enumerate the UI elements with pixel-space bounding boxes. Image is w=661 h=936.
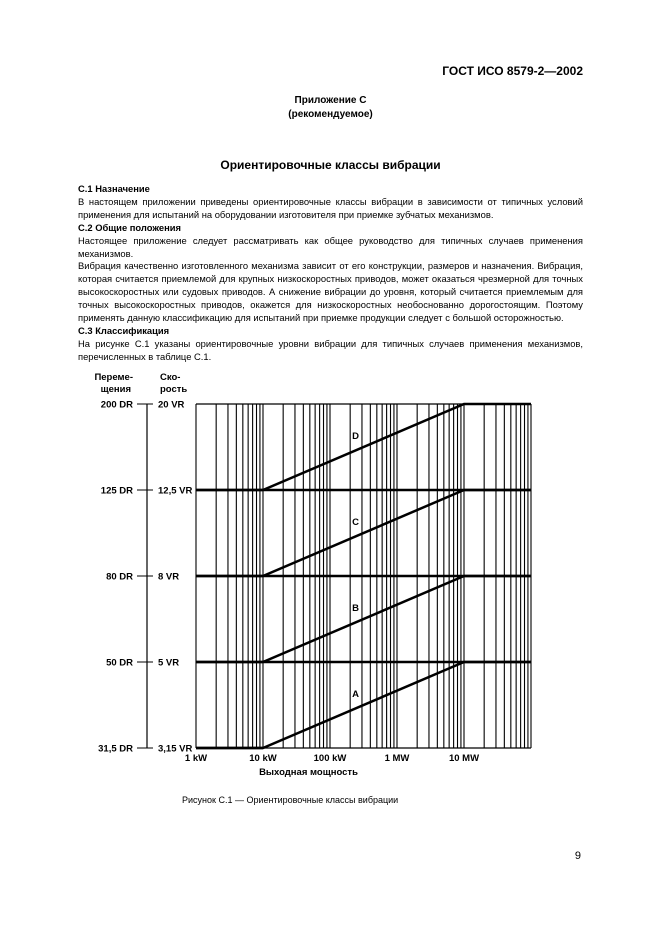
vibration-classes-chart: A B C D 200 DR 20 VR 125 DR 12,5 VR 80 DR 8 VR 50…	[94, 372, 532, 778]
x-tick-label: 10 kW	[249, 753, 276, 764]
section-heading: С.3 Классификация	[78, 324, 170, 336]
series-label-C: C	[352, 517, 359, 528]
paragraph: На рисунке С.1 указаны ориентировочные у…	[78, 337, 583, 362]
y-tick-label-velocity: 20 VR	[158, 400, 185, 411]
document-header: ГОСТ ИСО 8579-2—2002	[442, 64, 583, 78]
page-title: Ориентировочные классы вибрации	[220, 158, 441, 172]
figure-caption: Рисунок С.1 — Ориентировочные классы виб…	[182, 795, 399, 805]
paragraph: Вибрация качественно изготовленного меха…	[78, 260, 583, 324]
y-axis-title-velocity: рость	[160, 384, 187, 395]
y-tick-label-displacement: 50 DR	[106, 658, 133, 669]
section-heading: С.1 Назначение	[78, 183, 150, 194]
paragraph: В настоящем приложении приведены ориенти…	[78, 195, 583, 220]
series-label-A: A	[352, 689, 359, 700]
y-axis-title-displacement: Переме-	[94, 372, 133, 383]
series-line-C	[196, 488, 531, 578]
y-tick-label-velocity: 12,5 VR	[158, 486, 192, 497]
y-tick-label-velocity: 5 VR	[158, 658, 179, 669]
body-text: С.1 Назначение В настоящем приложении пр…	[78, 183, 583, 364]
y-tick-label-velocity: 3,15 VR	[158, 744, 192, 755]
series-line-D	[196, 402, 531, 492]
x-tick-label: 100 kW	[314, 753, 347, 764]
series-line-B	[196, 574, 531, 664]
x-tick-label: 1 MW	[385, 753, 410, 764]
series-line-A	[196, 660, 531, 750]
series-label-D: D	[352, 431, 359, 442]
annex-label: Приложение С (рекомендуемое)	[0, 94, 661, 122]
y-tick-label-displacement: 200 DR	[101, 400, 133, 411]
annex-title: Приложение С	[294, 95, 367, 106]
paragraph: Настоящее приложение следует рассматрива…	[78, 234, 583, 259]
page-number: 9	[574, 850, 581, 862]
y-tick-label-displacement: 125 DR	[101, 486, 133, 497]
chart-series: A B C D	[196, 402, 531, 750]
series-label-B: B	[352, 603, 359, 614]
y-tick-label-displacement: 80 DR	[106, 572, 133, 583]
chart-axes: 200 DR 20 VR 125 DR 12,5 VR 80 DR 8 VR 50 DR 5 …	[94, 372, 479, 778]
annex-status: (рекомендуемое)	[288, 109, 373, 120]
x-tick-label: 10 MW	[449, 753, 479, 764]
y-axis-title-displacement: щения	[101, 384, 131, 395]
y-tick-label-displacement: 31,5 DR	[98, 744, 133, 755]
x-axis-title: Выходная мощность	[259, 767, 358, 778]
section-heading: С.2 Общие положения	[78, 221, 181, 233]
y-axis-title-velocity: Ско-	[160, 372, 180, 383]
x-tick-label: 1 kW	[185, 753, 207, 764]
y-tick-label-velocity: 8 VR	[158, 572, 179, 583]
